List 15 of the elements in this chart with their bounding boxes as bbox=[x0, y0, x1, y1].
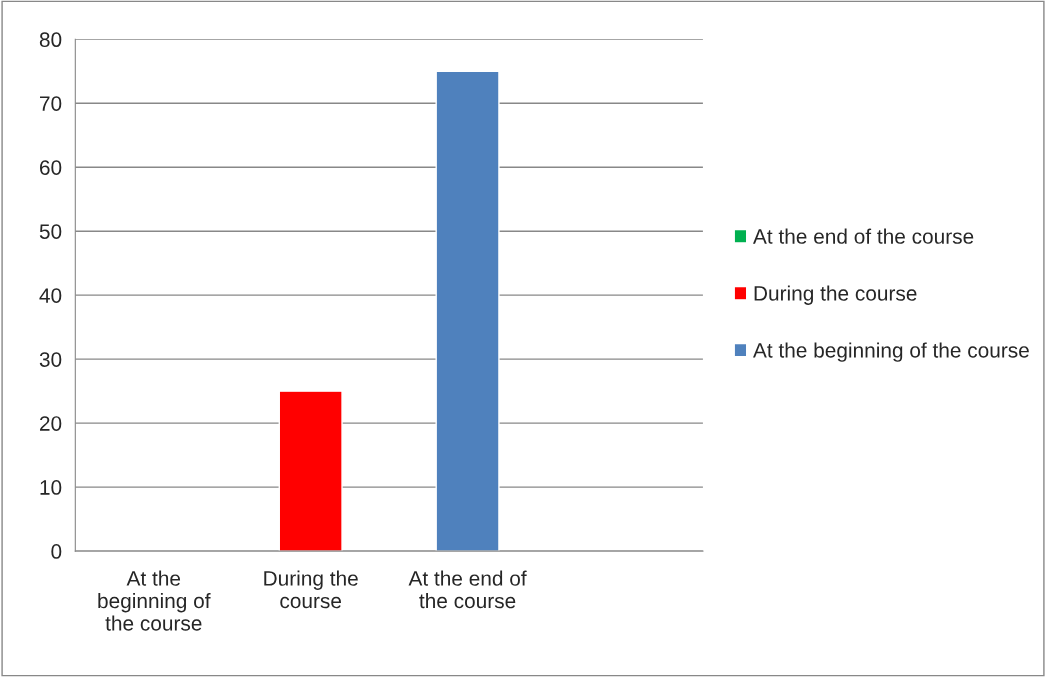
y-tick-label: 70 bbox=[40, 96, 62, 111]
y-tick-label: 10 bbox=[40, 480, 62, 495]
x-tick-label: At the end of the course bbox=[408, 570, 527, 609]
legend-label: At the end of the course bbox=[753, 228, 974, 244]
y-tick-label: 0 bbox=[51, 544, 62, 559]
legend-label: During the course bbox=[754, 285, 917, 305]
x-tick-label: During the course bbox=[264, 570, 358, 609]
y-tick-label: 60 bbox=[40, 160, 62, 175]
y-tick-label: 50 bbox=[39, 224, 62, 239]
y-tick-label: 30 bbox=[39, 352, 62, 367]
y-tick-label: 20 bbox=[40, 416, 62, 431]
x-tick-label: At the beginning of the course bbox=[98, 570, 211, 631]
y-tick-label: 40 bbox=[39, 288, 62, 303]
y-tick-label: 80 bbox=[39, 32, 62, 48]
legend-label: At the beginning of the course bbox=[753, 342, 1029, 362]
